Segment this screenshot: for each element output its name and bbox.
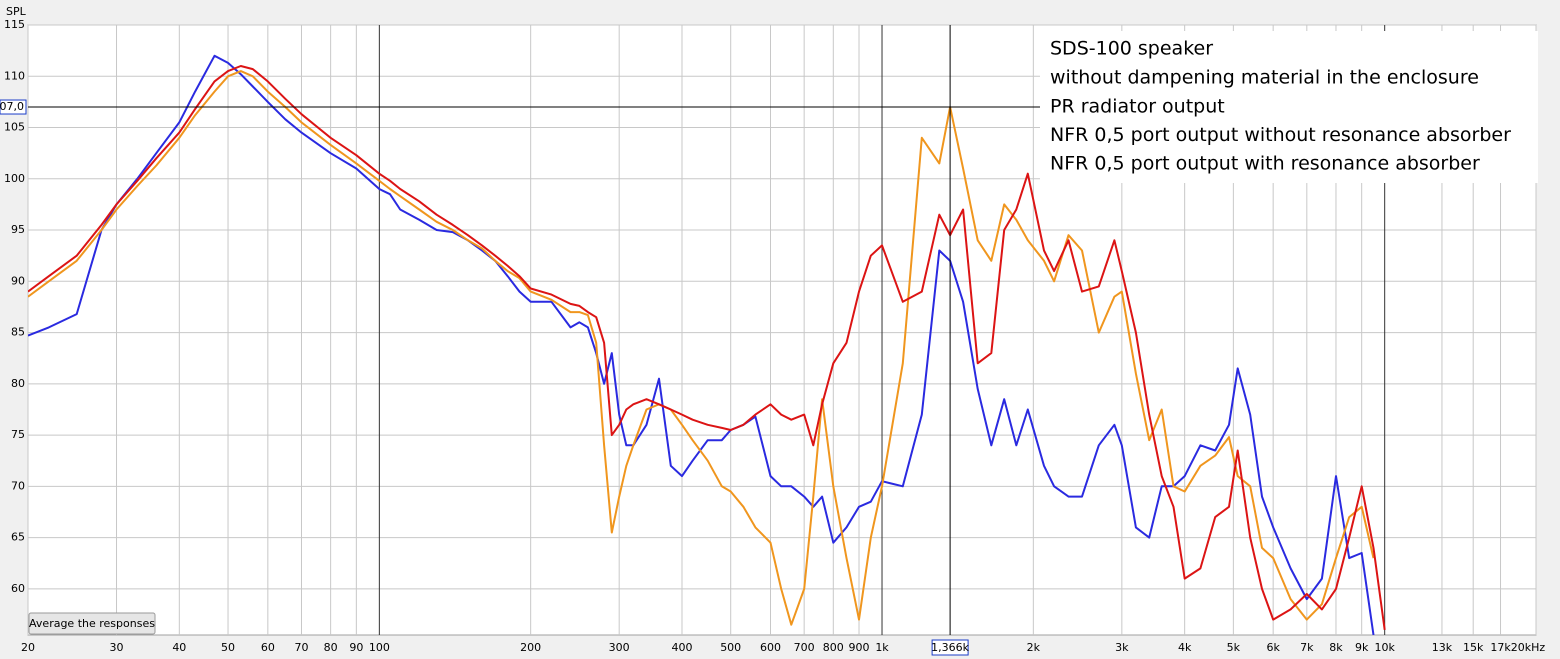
y-tick-label: 80 xyxy=(11,377,25,390)
x-tick-label: 20 xyxy=(21,641,35,654)
x-tick-label: 20kHz xyxy=(1511,641,1546,654)
x-tick-label: 40 xyxy=(172,641,186,654)
cursor-y-box xyxy=(0,99,27,115)
x-tick-label: 800 xyxy=(823,641,844,654)
overlay: 1,366k 07,0 xyxy=(0,25,1536,656)
legend-subtitle: without dampening material in the enclos… xyxy=(1050,67,1479,89)
x-tick-label: 500 xyxy=(720,641,741,654)
legend-entry: PR radiator output xyxy=(1050,96,1225,118)
x-tick-label: 600 xyxy=(760,641,781,654)
y-tick-label: 105 xyxy=(4,121,25,134)
y-tick-label: 70 xyxy=(11,479,25,492)
x-tick-label: 4k xyxy=(1178,641,1192,654)
y-tick-label: 75 xyxy=(11,428,25,441)
x-tick-label: 2k xyxy=(1027,641,1041,654)
y-tick-label: 90 xyxy=(11,274,25,287)
x-tick-label: 15k xyxy=(1463,641,1484,654)
x-tick-label: 9k xyxy=(1355,641,1369,654)
x-tick-label: 7k xyxy=(1300,641,1314,654)
y-tick-label: 100 xyxy=(4,172,25,185)
x-tick-label: 400 xyxy=(671,641,692,654)
x-tick-label: 700 xyxy=(794,641,815,654)
x-tick-label: 8k xyxy=(1329,641,1343,654)
button-box[interactable] xyxy=(28,612,156,635)
y-tick-label: 95 xyxy=(11,223,25,236)
y-tick-label: 65 xyxy=(11,531,25,544)
x-tick-label: 70 xyxy=(294,641,308,654)
x-tick-label: 6k xyxy=(1266,641,1280,654)
legend-box xyxy=(1040,31,1538,183)
x-tick-label: 1k xyxy=(875,641,889,654)
x-tick-label: 13k xyxy=(1432,641,1453,654)
y-tick-label: 110 xyxy=(4,69,25,82)
x-tick-label: 3k xyxy=(1115,641,1129,654)
legend-title: SDS-100 speaker xyxy=(1050,38,1213,60)
legend-entry: NFR 0,5 port output without resonance ab… xyxy=(1050,124,1511,146)
y-tick-label: 115 xyxy=(4,18,25,31)
x-tick-label: 90 xyxy=(349,641,363,654)
average-button[interactable]: Average the responses xyxy=(28,612,156,635)
x-tick-label: 300 xyxy=(609,641,630,654)
y-tick-label: 85 xyxy=(11,326,25,339)
x-tick-label: 17k xyxy=(1490,641,1511,654)
grid xyxy=(27,24,1537,635)
x-tick-label: 200 xyxy=(520,641,541,654)
y-tick-label: 60 xyxy=(11,582,25,595)
x-tick-label: 100 xyxy=(369,641,390,654)
button-label[interactable]: Average the responses xyxy=(29,617,155,630)
legend: SDS-100 speaker without dampening materi… xyxy=(1040,31,1538,183)
x-tick-label: 60 xyxy=(261,641,275,654)
x-tick-label: 5k xyxy=(1227,641,1241,654)
legend-entry: NFR 0,5 port output with resonance absor… xyxy=(1050,153,1480,175)
lines xyxy=(28,54,1501,635)
cursor-x-box xyxy=(931,639,969,656)
cursor-x-label: 1,366k xyxy=(931,641,969,654)
y-axis-label: SPL xyxy=(6,5,27,18)
x-tick-label: 900 xyxy=(849,641,870,654)
x-tick-label: 50 xyxy=(221,641,235,654)
x-tick-label: 30 xyxy=(110,641,124,654)
x-tick-label: 10k xyxy=(1374,641,1395,654)
x-tick-label: 80 xyxy=(324,641,338,654)
cursor-y-label: 07,0 xyxy=(0,100,24,113)
